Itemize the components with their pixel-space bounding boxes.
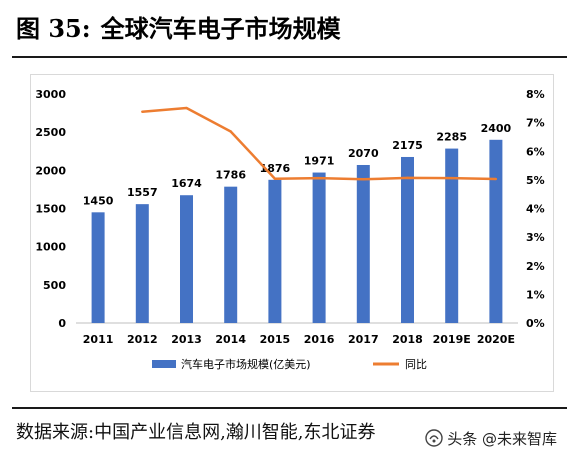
y-right-tick-label: 0% — [526, 317, 545, 330]
yoy-point — [317, 176, 321, 180]
x-tick-label: 2019E — [433, 333, 471, 346]
bar-data-label: 1786 — [215, 169, 246, 182]
legend-bar-label: 汽车电子市场规模(亿美元) — [181, 357, 311, 371]
y-right-tick-label: 5% — [526, 174, 545, 187]
watermark-logo-icon — [425, 429, 443, 447]
y-left-tick-label: 1000 — [35, 241, 66, 254]
x-tick-label: 2020E — [477, 333, 515, 346]
figure-label: 图 35: — [16, 14, 91, 43]
bar — [135, 204, 149, 323]
bar — [224, 186, 238, 323]
bar-data-label: 1557 — [127, 186, 158, 199]
bar-data-label: 2285 — [436, 131, 467, 144]
yoy-point — [229, 130, 232, 133]
bar — [401, 156, 414, 323]
bar-data-label: 1450 — [83, 194, 114, 207]
yoy-point — [185, 106, 188, 110]
bar — [268, 179, 282, 323]
y-left-tick-label: 2000 — [35, 164, 66, 177]
watermark-text: 头条 @未来智库 — [447, 429, 557, 448]
y-right-tick-label: 8% — [526, 88, 545, 101]
x-tick-label: 2018 — [392, 333, 423, 346]
bar — [91, 212, 105, 323]
bar-data-label: 1674 — [171, 177, 202, 190]
bar-data-label: 2400 — [481, 122, 512, 135]
bar — [180, 195, 193, 323]
y-right-tick-label: 1% — [526, 288, 545, 301]
x-tick-label: 2013 — [171, 333, 202, 346]
figure-title: 图 35: 全球汽车电子市场规模 — [16, 6, 566, 52]
bar-data-label: 2070 — [348, 147, 379, 160]
chart-frame — [30, 74, 554, 392]
bar-data-label: 1971 — [304, 155, 335, 168]
yoy-point — [406, 176, 409, 180]
legend-line-label: 同比 — [405, 358, 427, 371]
bar-data-label: 2175 — [392, 139, 423, 152]
yoy-point — [494, 177, 498, 181]
bar — [356, 164, 370, 323]
yoy-point — [141, 110, 144, 113]
yoy-point — [362, 178, 365, 181]
y-right-tick-label: 7% — [526, 117, 545, 130]
y-left-tick-label: 3000 — [35, 88, 66, 101]
x-tick-label: 2016 — [304, 333, 335, 346]
source-note: 数据来源:中国产业信息网,瀚川智能,东北证券 — [16, 422, 376, 443]
legend-bar-swatch — [152, 360, 176, 368]
yoy-line — [142, 106, 496, 181]
y-right-tick-label: 4% — [526, 203, 545, 216]
y-right-tick-label: 2% — [526, 260, 545, 273]
y-right-tick-label: 6% — [526, 145, 545, 158]
bar — [445, 148, 459, 323]
x-tick-label: 2012 — [127, 333, 158, 346]
source-divider — [12, 407, 567, 409]
y-left-tick-label: 2500 — [35, 126, 66, 139]
bar — [312, 172, 326, 323]
figure-title-text: 全球汽车电子市场规模 — [100, 14, 341, 43]
y-left-tick-label: 0 — [58, 317, 66, 330]
bar — [489, 139, 503, 323]
yoy-point — [273, 177, 277, 180]
x-tick-label: 2011 — [83, 333, 114, 346]
x-tick-label: 2015 — [260, 333, 291, 346]
y-left-tick-label: 1500 — [35, 203, 66, 216]
yoy-point — [450, 176, 453, 180]
x-tick-label: 2017 — [348, 333, 379, 346]
y-right-tick-label: 3% — [526, 231, 545, 244]
watermark: 头条 @未来智库 — [421, 424, 561, 452]
x-tick-label: 2014 — [215, 333, 246, 346]
y-left-tick-label: 500 — [43, 279, 66, 292]
title-divider — [12, 56, 567, 58]
